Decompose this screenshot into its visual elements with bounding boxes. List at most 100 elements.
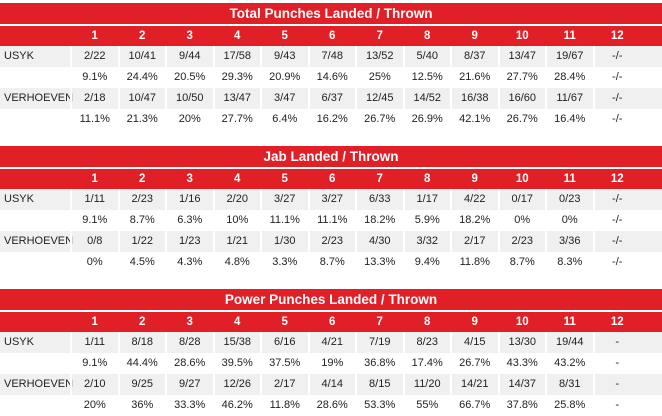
stat-cell: 8.7% [307, 252, 356, 273]
round-header: 11 [545, 26, 593, 46]
stat-cell: 2/23 [117, 189, 166, 210]
stat-cell: 26.9% [402, 109, 451, 130]
stat-cell: 36.8% [355, 353, 403, 374]
stat-cell: 2/22 [70, 46, 118, 67]
stat-cell: 36% [117, 395, 166, 416]
fighter-name [0, 210, 70, 231]
stat-cell: 4/14 [307, 374, 356, 395]
fighter-name [0, 67, 70, 88]
stat-cell: 17/58 [212, 46, 261, 67]
stat-cell: 8.3% [545, 252, 593, 273]
stat-cell: 8/31 [545, 374, 593, 395]
stat-cell: 17.4% [402, 353, 451, 374]
stat-cell: 2/18 [70, 88, 118, 109]
stat-cell: 11.1% [70, 109, 118, 130]
round-header: 1 [70, 169, 118, 189]
stat-cell: 6/16 [260, 332, 308, 353]
stat-cell: 8.7% [497, 252, 546, 273]
jab-table: Jab Landed / Thrown 1 2 3 4 5 6 7 8 9 10 11 12 USYK 1/… [0, 146, 662, 273]
stat-cell: 53.3% [355, 395, 403, 416]
round-header: 5 [260, 169, 308, 189]
table-row: USYK 2/22 10/41 9/44 17/58 9/43 7/48 13/52 5/40 8… [0, 46, 662, 67]
stat-cell: 28.4% [545, 67, 593, 88]
round-header: 11 [545, 169, 593, 189]
stat-cell: - [592, 374, 641, 395]
table-row: USYK 1/11 2/23 1/16 2/20 3/27 3/27 6/33 1/17 4/22… [0, 189, 662, 210]
round-header: 12 [592, 26, 641, 46]
stat-cell: 43.2% [545, 353, 593, 374]
stat-cell: 43.3% [497, 353, 546, 374]
stat-cell: 2/23 [497, 231, 546, 252]
stat-cell: 3/27 [307, 189, 356, 210]
stat-cell: 8/18 [117, 332, 166, 353]
stat-cell: 9.4% [402, 252, 451, 273]
section-title: Total Punches Landed / Thrown [0, 3, 662, 26]
round-header: 6 [307, 26, 356, 46]
stat-cell: 12.5% [402, 67, 451, 88]
stat-cell: 11.1% [307, 210, 356, 231]
stat-cell: 14.6% [307, 67, 356, 88]
stat-cell: 0/17 [497, 189, 546, 210]
table-row: VERHOEVEN 2/18 10/47 10/50 13/47 3/47 6/37 12/4… [0, 88, 662, 109]
stat-cell: 24.4% [117, 67, 166, 88]
fighter-name: VERHOEVEN [4, 92, 74, 104]
stat-cell: 0/8 [70, 231, 118, 252]
round-header: 4 [212, 312, 261, 332]
stat-cell: 21.6% [450, 67, 498, 88]
round-header: 1 [70, 26, 118, 46]
stat-cell: 8/23 [402, 332, 451, 353]
stat-cell: 4/21 [307, 332, 356, 353]
table-row: 9.1% 44.4% 28.6% 39.5% 37.5% 19% 36.8% 17.4% 26.… [0, 353, 662, 374]
stat-cell: 10/47 [117, 88, 166, 109]
round-header: 3 [165, 26, 213, 46]
stat-cell: 2/20 [212, 189, 261, 210]
stat-cell: 0% [545, 210, 593, 231]
stat-cell: 20.9% [260, 67, 308, 88]
round-header: 2 [117, 26, 166, 46]
stat-cell: -/- [592, 88, 641, 109]
fighter-name: USYK [4, 50, 34, 62]
round-header: 10 [497, 169, 546, 189]
stat-cell: 1/11 [70, 332, 118, 353]
stat-cell: 11/67 [545, 88, 593, 109]
stat-cell: 1/23 [165, 231, 213, 252]
stat-cell: 20% [165, 109, 213, 130]
stat-cell: 3/36 [545, 231, 593, 252]
stat-cell: 21.3% [117, 109, 166, 130]
stat-cell: 26.7% [355, 109, 403, 130]
round-header: 8 [402, 312, 451, 332]
stat-cell: 4/15 [450, 332, 498, 353]
stat-cell: 18.2% [450, 210, 498, 231]
stat-cell: 14/21 [450, 374, 498, 395]
stat-cell: -/- [592, 46, 641, 67]
round-header: 9 [450, 312, 498, 332]
table-row: 20% 36% 33.3% 46.2% 11.8% 28.6% 53.3% 55% 66.7% 3… [0, 395, 662, 416]
round-header: 10 [497, 26, 546, 46]
round-header: 8 [402, 169, 451, 189]
stat-cell: -/- [592, 210, 641, 231]
stat-cell: 14/37 [497, 374, 546, 395]
section-title: Power Punches Landed / Thrown [0, 289, 662, 312]
stat-cell: 9/43 [260, 46, 308, 67]
stat-cell: 37.5% [260, 353, 308, 374]
stat-cell: 9.1% [70, 67, 118, 88]
stat-cell: 5.9% [402, 210, 451, 231]
stat-cell: 4.5% [117, 252, 166, 273]
stat-cell: 18.2% [355, 210, 403, 231]
stat-cell: -/- [592, 252, 641, 273]
round-header: 2 [117, 169, 166, 189]
stat-cell: 9.1% [70, 210, 118, 231]
stat-cell: 4.3% [165, 252, 213, 273]
stat-cell: 33.3% [165, 395, 213, 416]
stat-cell: 15/38 [212, 332, 261, 353]
stat-cell: 4/22 [450, 189, 498, 210]
stat-cell: 25% [355, 67, 403, 88]
stat-cell: 16.4% [545, 109, 593, 130]
round-header: 6 [307, 312, 356, 332]
fighter-name: USYK [4, 336, 34, 348]
stat-cell: 11.8% [260, 395, 308, 416]
round-header-row: 1 2 3 4 5 6 7 8 9 10 11 12 [0, 169, 662, 189]
round-header: 12 [592, 169, 641, 189]
stat-cell: 6/37 [307, 88, 356, 109]
stat-cell: 8/28 [165, 332, 213, 353]
